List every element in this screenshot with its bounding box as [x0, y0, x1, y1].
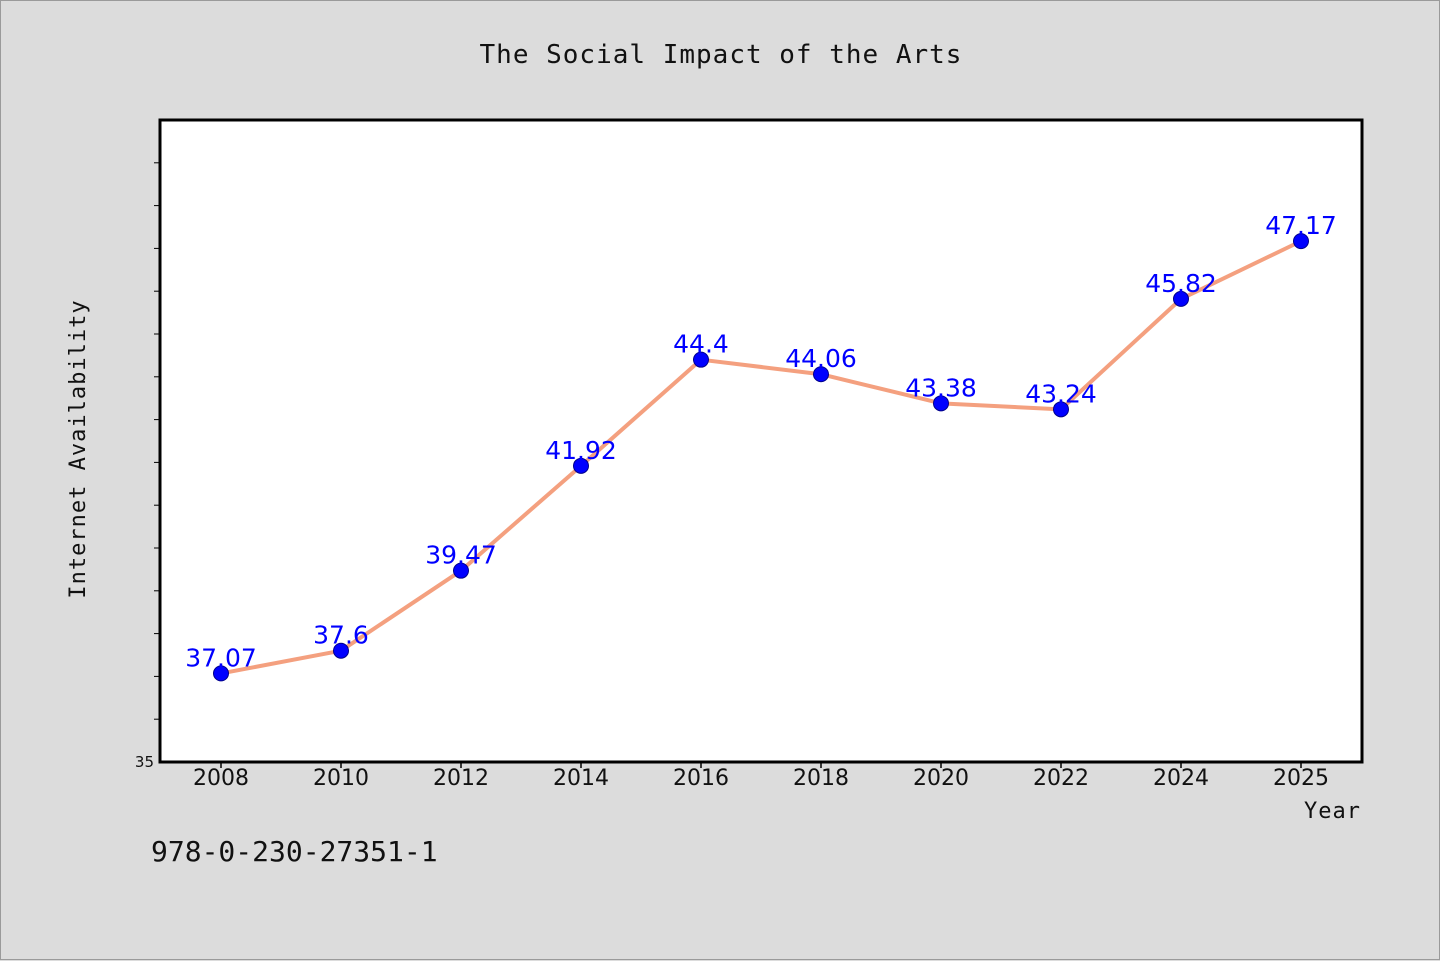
x-tick-label: 2022 — [1033, 766, 1089, 791]
data-point — [813, 366, 829, 383]
x-tick-label: 2020 — [913, 766, 969, 791]
isbn-label: 978-0-230-27351-1 — [151, 835, 438, 868]
data-label: 45.82 — [1145, 269, 1217, 298]
x-axis-label: Year — [1304, 799, 1361, 824]
y-axis-label: Internet Availability — [66, 299, 91, 598]
data-point — [213, 665, 229, 682]
chart-title: The Social Impact of the Arts — [480, 40, 963, 70]
x-tick-label: 2012 — [433, 766, 489, 791]
data-label: 37.07 — [185, 643, 257, 672]
data-label: 43.38 — [905, 373, 977, 402]
x-tick-label: 2010 — [313, 766, 369, 791]
data-label: 37.6 — [313, 621, 369, 650]
data-label: 47.17 — [1265, 211, 1337, 240]
series-layer: 37.07 37.6 39.47 41.92 44.4 44.06 43.38 43.24 45… — [185, 211, 1337, 682]
x-tick-label: 2024 — [1153, 766, 1209, 791]
x-tick-label: 2018 — [793, 766, 849, 791]
data-label: 41.92 — [545, 436, 617, 465]
data-point — [573, 457, 589, 474]
data-label: 43.24 — [1025, 379, 1097, 408]
data-label: 44.4 — [673, 330, 729, 359]
data-point — [693, 351, 709, 368]
x-tick-label: 2008 — [193, 766, 249, 791]
y-axis-ticks — [154, 162, 160, 720]
x-tick-label: 2016 — [673, 766, 729, 791]
x-tick-label: 2014 — [553, 766, 609, 791]
y-tick-label: 35 — [135, 753, 154, 771]
plot-area — [158, 118, 1364, 764]
data-point — [333, 642, 349, 659]
data-point — [1293, 233, 1309, 250]
data-point — [933, 395, 949, 412]
x-tick-label: 2025 — [1273, 766, 1329, 791]
data-label: 44.06 — [785, 344, 857, 373]
series-line — [220, 239, 1302, 676]
data-point — [1053, 401, 1069, 418]
data-point — [1173, 290, 1189, 307]
x-axis-ticks: 2008 2010 2012 2014 2016 2018 2020 2022 2024 2025 — [193, 762, 1329, 791]
data-point — [453, 562, 469, 579]
data-label: 39.47 — [425, 541, 497, 570]
